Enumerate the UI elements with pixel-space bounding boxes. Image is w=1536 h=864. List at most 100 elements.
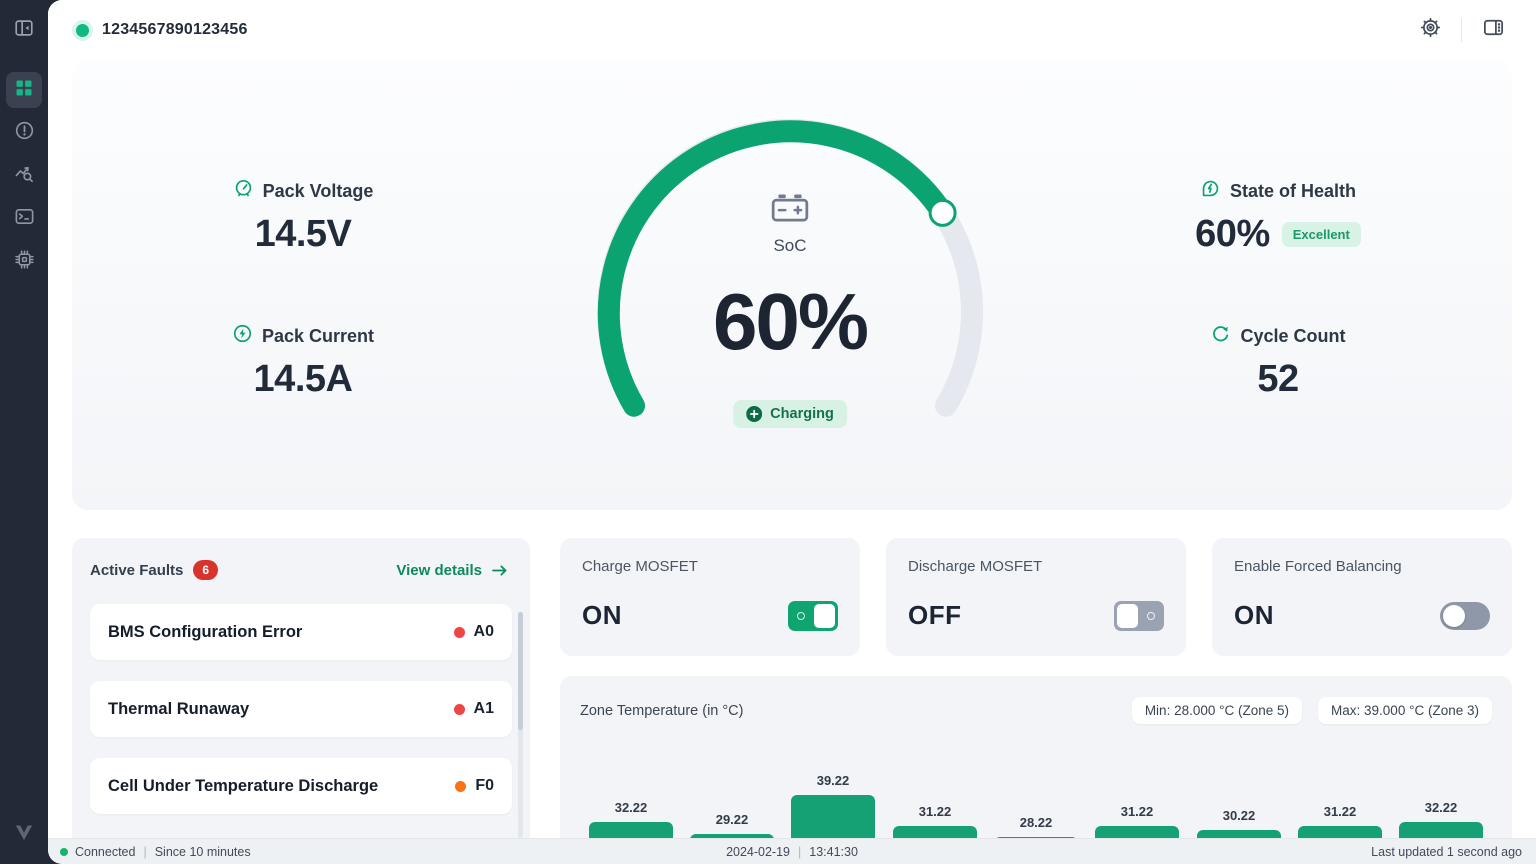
forced-balancing-card: Enable Forced Balancing ON bbox=[1212, 538, 1512, 656]
discharge-mosfet-toggle[interactable] bbox=[1114, 600, 1164, 631]
right-panel-toggle-button[interactable] bbox=[1476, 13, 1510, 47]
sidebar-item-dashboard[interactable] bbox=[6, 72, 42, 108]
fault-row[interactable]: Thermal Runaway A1 bbox=[90, 681, 512, 737]
stat-cycle-count: Cycle Count 52 bbox=[1118, 323, 1438, 401]
faults-list: BMS Configuration Error A0 Thermal Runaw… bbox=[72, 604, 530, 814]
soc-gauge bbox=[590, 112, 990, 512]
fault-code: A0 bbox=[473, 623, 494, 640]
pack-voltage-value: 14.5V bbox=[254, 213, 352, 255]
terminal-icon bbox=[14, 206, 35, 232]
sidebar-item-hardware[interactable] bbox=[6, 244, 42, 280]
footer-separator: | bbox=[143, 844, 147, 859]
soc-label: SoC bbox=[773, 236, 807, 255]
battery-icon bbox=[590, 192, 990, 224]
toggle-indicator bbox=[797, 611, 805, 620]
fault-severity-dot bbox=[455, 780, 467, 792]
fault-row[interactable]: BMS Configuration Error A0 bbox=[90, 604, 512, 660]
charge-mosfet-card: Charge MOSFET ON bbox=[560, 538, 860, 656]
zone-temperature-title: Zone Temperature (in °C) bbox=[580, 702, 744, 719]
stat-label: Pack Voltage bbox=[262, 180, 374, 201]
fault-name: Thermal Runaway bbox=[108, 699, 250, 718]
plus-circle-icon bbox=[746, 406, 763, 422]
cycle-count-value: 52 bbox=[1257, 358, 1299, 400]
forced-balancing-toggle[interactable] bbox=[1440, 601, 1490, 630]
faults-scrollbar-thumb[interactable] bbox=[518, 612, 523, 730]
main-content: 1234567890123456 Pack Voltage bbox=[48, 0, 1536, 864]
charge-mosfet-label: Charge MOSFET bbox=[582, 558, 698, 575]
zone-temperature-card: Zone Temperature (in °C) Min: 28.000 °C … bbox=[560, 676, 1512, 864]
faults-count-badge: 6 bbox=[193, 560, 219, 580]
controls-row: Charge MOSFET ON Discharge MOSFET OFF En… bbox=[560, 538, 1512, 656]
max-temperature-badge: Max: 39.000 °C (Zone 3) bbox=[1318, 697, 1492, 724]
forced-balancing-state: ON bbox=[1234, 600, 1274, 630]
panel-left-icon bbox=[13, 17, 35, 44]
toggle-knob bbox=[1117, 603, 1138, 628]
fault-row[interactable]: Cell Under Temperature Discharge F0 bbox=[90, 758, 512, 814]
footer-date: 2024-02-19 bbox=[726, 844, 791, 859]
fault-code: F0 bbox=[475, 777, 494, 794]
settings-button[interactable] bbox=[1413, 13, 1447, 47]
zone-temperature-plot: 32.22 29.22 39.22 31.22 28.22 31.22 30.22 31.22… bbox=[580, 676, 1492, 864]
gauge-knob bbox=[928, 198, 957, 227]
topbar-divider bbox=[1461, 18, 1462, 42]
leaf-energy-icon bbox=[1200, 178, 1221, 204]
fault-name: Cell Under Temperature Discharge bbox=[108, 776, 379, 795]
charge-mosfet-toggle[interactable] bbox=[788, 600, 838, 631]
arrow-right-icon bbox=[491, 564, 508, 577]
toggle-indicator bbox=[1147, 611, 1155, 620]
voltage-gauge-icon bbox=[233, 178, 254, 204]
temperature-bar-label: 32.22 bbox=[1424, 800, 1458, 815]
active-faults-panel: Active Faults 6 View details BMS Configu… bbox=[72, 538, 530, 864]
gear-icon bbox=[1419, 16, 1442, 44]
toggle-knob bbox=[814, 603, 835, 628]
soh-status-badge: Excellent bbox=[1281, 222, 1361, 247]
chip-icon bbox=[14, 249, 35, 275]
discharge-mosfet-card: Discharge MOSFET OFF bbox=[886, 538, 1186, 656]
panel-right-icon bbox=[1482, 16, 1505, 44]
view-details-label: View details bbox=[396, 561, 482, 579]
temperature-bar-label: 39.22 bbox=[816, 773, 850, 788]
temperature-bar-label: 29.22 bbox=[715, 812, 749, 827]
temperature-bar-label: 28.22 bbox=[1019, 815, 1053, 830]
charging-status-badge: Charging bbox=[733, 400, 847, 428]
dashboard-grid-icon bbox=[14, 78, 34, 103]
toggle-knob bbox=[1443, 604, 1465, 627]
temperature-bar-label: 30.22 bbox=[1222, 808, 1256, 823]
sidebar-item-analytics[interactable] bbox=[6, 158, 42, 194]
device-id: 1234567890123456 bbox=[102, 21, 248, 38]
temperature-bar-label: 31.22 bbox=[918, 804, 952, 819]
fault-severity-dot bbox=[453, 703, 465, 715]
pack-current-value: 14.5A bbox=[253, 358, 353, 400]
sidebar-collapse-button[interactable] bbox=[6, 12, 42, 48]
stat-pack-current: Pack Current 14.5A bbox=[143, 323, 463, 401]
topbar: 1234567890123456 bbox=[48, 0, 1536, 60]
view-details-link[interactable]: View details bbox=[396, 562, 508, 579]
temperature-bar-label: 31.22 bbox=[1120, 804, 1154, 819]
sidebar-item-alerts[interactable] bbox=[6, 115, 42, 151]
lightning-circle-icon bbox=[232, 323, 253, 349]
alert-circle-icon bbox=[14, 120, 35, 146]
temperature-bar-label: 31.22 bbox=[1323, 804, 1357, 819]
fault-name: BMS Configuration Error bbox=[108, 622, 303, 641]
forced-balancing-label: Enable Forced Balancing bbox=[1234, 558, 1402, 575]
faults-title: Active Faults bbox=[90, 561, 184, 579]
soc-value: 60% bbox=[712, 277, 869, 366]
min-temperature-badge: Min: 28.000 °C (Zone 5) bbox=[1131, 697, 1303, 724]
discharge-mosfet-label: Discharge MOSFET bbox=[908, 558, 1043, 575]
connection-status: Connected bbox=[75, 844, 136, 859]
stat-state-of-health: State of Health 60% Excellent bbox=[1118, 178, 1438, 256]
device-online-dot bbox=[76, 23, 89, 37]
connection-dot bbox=[60, 847, 68, 856]
device-status: 1234567890123456 bbox=[76, 21, 248, 39]
sidebar-item-terminal[interactable] bbox=[6, 201, 42, 237]
stat-pack-voltage: Pack Voltage 14.5V bbox=[143, 178, 463, 256]
soh-value: 60% bbox=[1195, 213, 1270, 255]
faults-scrollbar[interactable] bbox=[518, 612, 523, 838]
stat-label: Pack Current bbox=[261, 325, 375, 346]
fault-code: A1 bbox=[473, 700, 494, 717]
stat-label: Cycle Count bbox=[1240, 325, 1346, 346]
sidebar bbox=[0, 0, 48, 864]
temperature-bar-label: 32.22 bbox=[614, 800, 648, 815]
last-updated: Last updated 1 second ago bbox=[1371, 844, 1522, 859]
discharge-mosfet-state: OFF bbox=[908, 600, 962, 630]
